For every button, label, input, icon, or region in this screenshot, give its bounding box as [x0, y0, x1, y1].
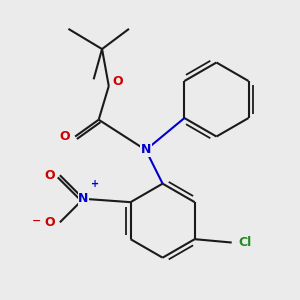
- Text: N: N: [78, 192, 88, 205]
- Text: O: O: [44, 169, 55, 182]
- Text: N: N: [141, 143, 151, 157]
- Text: −: −: [32, 216, 41, 226]
- Text: O: O: [44, 216, 55, 229]
- Text: +: +: [91, 179, 99, 189]
- Text: O: O: [112, 74, 122, 88]
- Text: Cl: Cl: [238, 236, 252, 249]
- Text: O: O: [60, 130, 70, 143]
